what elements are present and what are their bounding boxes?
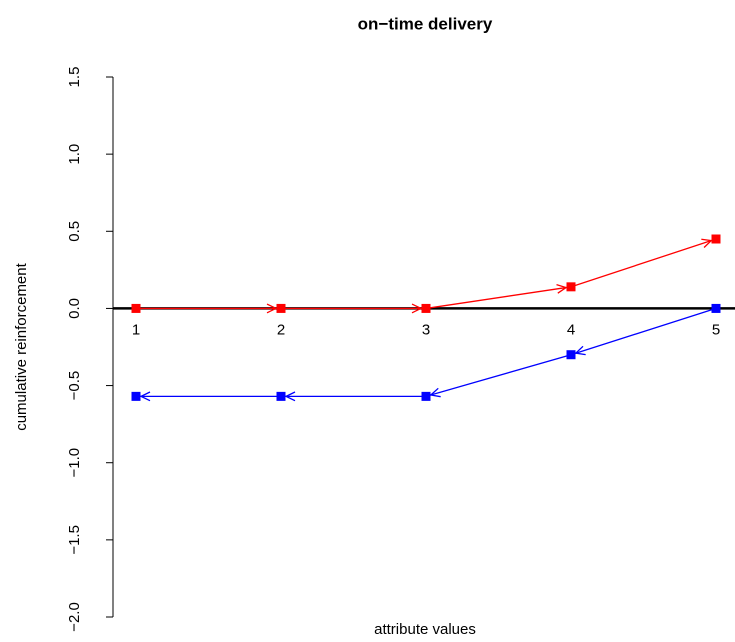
y-tick-label: 1.0 <box>66 144 83 165</box>
x-tick-label: 3 <box>422 321 430 338</box>
point <box>131 391 141 401</box>
y-tick-label: −2.0 <box>66 602 83 632</box>
x-tick-label: 5 <box>712 321 720 338</box>
x-axis-label: attribute values <box>374 621 476 638</box>
arrowhead <box>556 283 568 294</box>
point <box>276 391 286 401</box>
y-axis-label: cumulative reinforcement <box>13 262 30 430</box>
point <box>566 350 576 360</box>
point <box>131 303 141 313</box>
x-tick-label: 2 <box>277 321 285 338</box>
arrowhead <box>284 391 296 402</box>
point <box>421 391 431 401</box>
arrowhead <box>266 303 278 314</box>
x-tick-label: 1 <box>132 321 140 338</box>
point <box>421 303 431 313</box>
y-tick-label: −1.5 <box>66 525 83 555</box>
y-tick-label: 0.0 <box>66 298 83 319</box>
y-tick-label: −1.0 <box>66 448 83 478</box>
arrowhead <box>574 345 586 356</box>
chart-title: on−time delivery <box>358 14 493 33</box>
arrowhead <box>701 238 713 248</box>
y-tick-label: −0.5 <box>66 371 83 401</box>
point <box>711 234 721 244</box>
series-line <box>136 238 717 310</box>
point <box>711 303 721 313</box>
y-tick-label: 0.5 <box>66 221 83 242</box>
point <box>566 282 576 292</box>
x-tick-label: 4 <box>567 321 575 338</box>
arrowhead <box>411 303 423 314</box>
y-tick-label: 1.5 <box>66 67 83 88</box>
arrowhead <box>429 387 441 398</box>
arrowhead <box>139 391 151 402</box>
point <box>276 303 286 313</box>
